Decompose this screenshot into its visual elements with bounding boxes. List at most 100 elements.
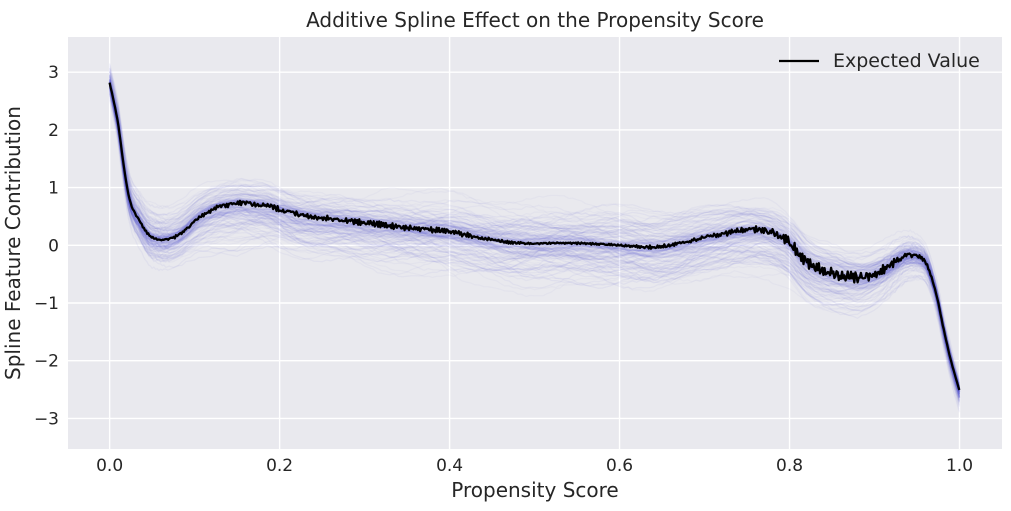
sample-curve bbox=[108, 78, 961, 390]
y-tick-label: −1 bbox=[34, 294, 59, 314]
sample-curve bbox=[108, 85, 961, 405]
sample-curve bbox=[108, 91, 961, 392]
y-tick-label: −3 bbox=[34, 409, 59, 429]
sample-curve bbox=[108, 87, 961, 394]
sample-curve bbox=[108, 86, 961, 384]
sample-curve bbox=[108, 71, 961, 397]
sample-curve bbox=[108, 89, 961, 400]
sample-curves-band bbox=[108, 63, 961, 412]
x-axis-label: Propensity Score bbox=[451, 478, 618, 502]
chart-title: Additive Spline Effect on the Propensity… bbox=[306, 8, 764, 32]
sample-curve bbox=[108, 79, 961, 390]
sample-curve bbox=[108, 88, 961, 387]
sample-curve bbox=[108, 80, 961, 394]
sample-curve bbox=[108, 86, 961, 400]
sample-curve bbox=[108, 76, 961, 400]
sample-curve bbox=[108, 82, 961, 398]
expected-value-curve bbox=[108, 82, 961, 391]
sample-curve bbox=[108, 92, 961, 394]
sample-curve bbox=[108, 98, 961, 412]
sample-curve bbox=[108, 92, 961, 400]
plot-area bbox=[68, 37, 1002, 449]
sample-curve bbox=[108, 81, 961, 388]
y-tick-label: 2 bbox=[48, 121, 59, 141]
sample-curve bbox=[109, 68, 961, 381]
sample-curve bbox=[108, 91, 961, 403]
sample-curve bbox=[108, 80, 961, 390]
sample-curve bbox=[108, 63, 961, 388]
sample-curve bbox=[108, 81, 961, 398]
sample-curve bbox=[108, 80, 961, 393]
sample-curve bbox=[108, 65, 961, 389]
sample-curve bbox=[108, 74, 961, 389]
sample-curve bbox=[108, 88, 961, 398]
sample-curve bbox=[108, 75, 961, 384]
x-tick-label: 0.2 bbox=[266, 456, 293, 476]
sample-curve bbox=[108, 78, 961, 390]
sample-curve bbox=[108, 83, 961, 389]
sample-curve bbox=[108, 85, 961, 387]
y-tick-label: 1 bbox=[48, 179, 59, 199]
sample-curve bbox=[108, 70, 961, 388]
sample-curve bbox=[108, 79, 961, 390]
sample-curve bbox=[108, 69, 961, 389]
sample-curve bbox=[108, 68, 961, 393]
sample-curve bbox=[108, 82, 961, 398]
sample-curve bbox=[108, 90, 961, 398]
y-tick-label: 0 bbox=[48, 236, 59, 256]
tick-labels: 0.0 0.2 0.4 0.6 0.8 1.0 3 2 1 0 −1 −2 −3 bbox=[34, 63, 973, 476]
sample-curve bbox=[108, 82, 961, 391]
sample-curve bbox=[108, 84, 961, 401]
sample-curve bbox=[108, 73, 961, 389]
sample-curve bbox=[108, 87, 961, 387]
sample-curve bbox=[108, 90, 961, 392]
sample-curve bbox=[108, 92, 961, 402]
sample-curve bbox=[108, 76, 961, 387]
sample-curve bbox=[108, 64, 961, 378]
sample-curve bbox=[108, 83, 961, 387]
sample-curve bbox=[108, 95, 961, 392]
sample-curve bbox=[108, 87, 961, 395]
sample-curve bbox=[108, 83, 961, 392]
sample-curve bbox=[108, 83, 961, 391]
x-tick-label: 0.4 bbox=[436, 456, 463, 476]
sample-curve bbox=[108, 85, 961, 392]
y-axis-label: Spline Feature Contribution bbox=[1, 106, 25, 380]
sample-curve bbox=[108, 86, 961, 402]
sample-curve bbox=[108, 87, 961, 394]
legend-label: Expected Value bbox=[833, 50, 980, 72]
y-tick-label: 3 bbox=[48, 63, 59, 83]
sample-curve bbox=[108, 82, 961, 395]
sample-curve bbox=[108, 75, 961, 399]
sample-curve bbox=[108, 82, 961, 397]
sample-curve bbox=[108, 85, 961, 398]
legend: Expected Value bbox=[779, 50, 980, 72]
x-tick-label: 0.8 bbox=[776, 456, 803, 476]
sample-curve bbox=[108, 74, 961, 388]
sample-curve bbox=[108, 90, 961, 399]
sample-curve bbox=[108, 75, 961, 390]
sample-curve bbox=[108, 80, 961, 389]
sample-curve bbox=[108, 93, 961, 393]
sample-curve bbox=[108, 85, 961, 395]
x-tick-label: 1.0 bbox=[946, 456, 973, 476]
sample-curve bbox=[108, 90, 961, 386]
sample-curve bbox=[108, 77, 961, 388]
x-tick-label: 0.0 bbox=[96, 456, 123, 476]
y-tick-label: −2 bbox=[34, 352, 59, 372]
expected-value-line bbox=[108, 82, 961, 391]
sample-curve bbox=[108, 85, 961, 396]
sample-curve bbox=[108, 78, 961, 392]
sample-curve bbox=[108, 72, 961, 385]
sample-curve bbox=[108, 77, 961, 387]
x-tick-label: 0.6 bbox=[606, 456, 633, 476]
sample-curve bbox=[108, 88, 961, 402]
sample-curve bbox=[108, 85, 961, 398]
sample-curve bbox=[109, 70, 961, 395]
sample-curve bbox=[108, 84, 961, 397]
sample-curve bbox=[108, 88, 961, 407]
sample-curve bbox=[108, 83, 961, 385]
sample-curve bbox=[108, 82, 961, 392]
